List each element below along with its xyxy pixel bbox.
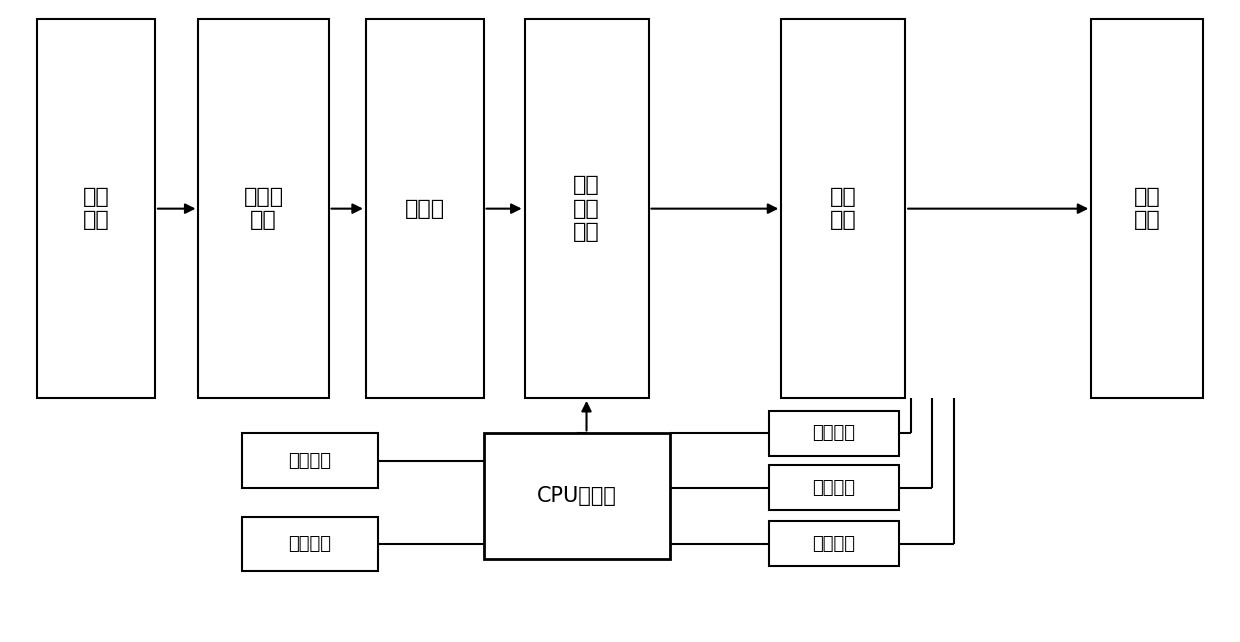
Text: 输出
端口: 输出 端口: [1133, 187, 1161, 230]
Bar: [37, 19, 155, 398]
Bar: [769, 465, 899, 510]
Text: 无线传输: 无线传输: [289, 535, 331, 553]
Bar: [484, 433, 670, 559]
Text: 变压器: 变压器: [404, 198, 445, 219]
Text: 滤波
模块: 滤波 模块: [830, 187, 857, 230]
Bar: [1091, 19, 1203, 398]
Text: 三相
电源: 三相 电源: [83, 187, 109, 230]
Text: CPU控制器: CPU控制器: [537, 486, 616, 506]
Text: 三相整
流器: 三相整 流器: [243, 187, 284, 230]
Bar: [366, 19, 484, 398]
Text: 温度检测: 温度检测: [812, 424, 856, 442]
Bar: [242, 517, 378, 571]
Bar: [525, 19, 649, 398]
Text: 频率检测: 频率检测: [812, 535, 856, 553]
Bar: [769, 411, 899, 456]
Text: 电流
调节
模块: 电流 调节 模块: [573, 175, 600, 242]
Bar: [198, 19, 329, 398]
Bar: [242, 433, 378, 488]
Text: 电流检测: 电流检测: [812, 479, 856, 497]
Bar: [781, 19, 905, 398]
Bar: [769, 521, 899, 566]
Text: 手动控制: 手动控制: [289, 451, 331, 470]
